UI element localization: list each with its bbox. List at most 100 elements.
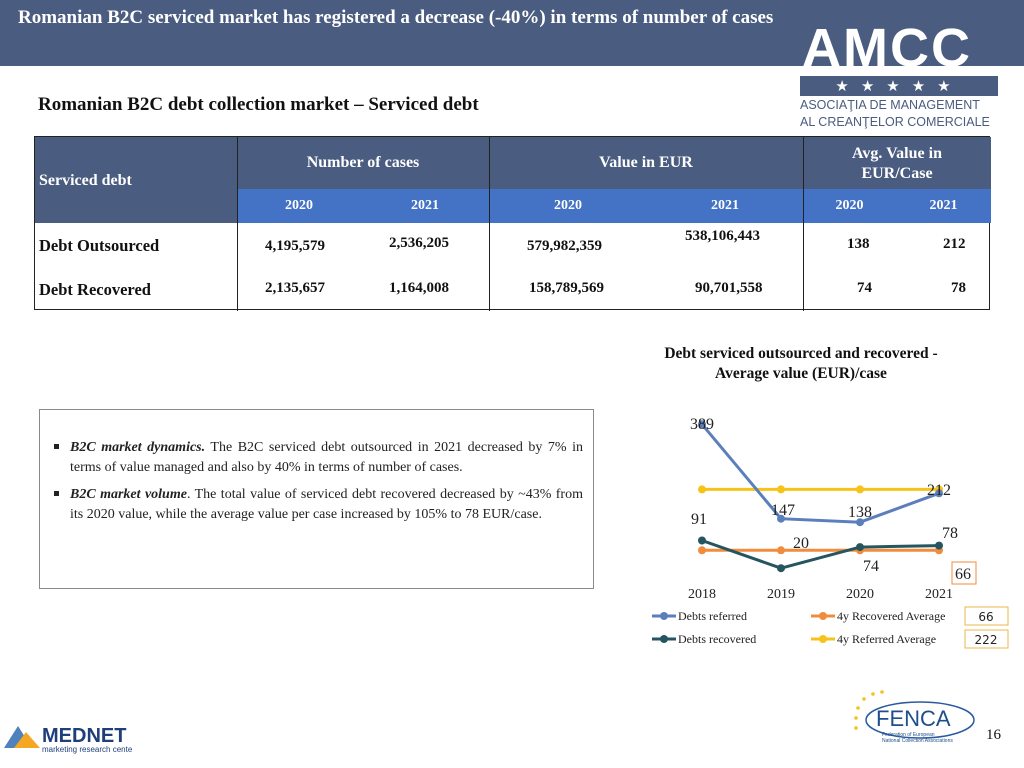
- mednet-sub: marketing research center: [42, 745, 132, 754]
- group-header-avg: Avg. Value in EUR/Case: [803, 137, 991, 189]
- table-cell: 579,982,359: [527, 238, 602, 254]
- legend-marker: [660, 612, 668, 620]
- mednet-logo: MEDNET marketing research center: [4, 725, 132, 754]
- series-line-1: [701, 539, 940, 570]
- year-header: 2021: [361, 189, 489, 223]
- mednet-mark-accent: [14, 732, 40, 748]
- amcc-stars: ★★★★★: [800, 76, 998, 96]
- page-title: Romanian B2C serviced market has registe…: [18, 7, 774, 28]
- legend-value-box: [964, 629, 1009, 649]
- amcc-subtitle-line2: AL CREANŢELOR COMERCIALE: [800, 115, 990, 129]
- legend-value: 222: [975, 633, 998, 647]
- amcc-logo: AMCC ★★★★★ ASOCIAŢIA DE MANAGEMENT AL CR…: [800, 18, 1000, 130]
- year-header: 2020: [237, 189, 361, 223]
- data-label: 147: [771, 502, 795, 519]
- table-divider: [489, 137, 490, 311]
- table-cell: 2,536,205: [389, 235, 449, 251]
- row-label-outsourced: Debt Outsourced: [39, 236, 160, 255]
- legend-entry: Debts recovered: [678, 632, 756, 646]
- legend-value: 66: [978, 610, 993, 624]
- table-cell: 538,106,443: [685, 228, 760, 244]
- fenca-word: FENCA: [876, 706, 951, 731]
- page-number: 16: [986, 727, 1001, 743]
- data-label: 389: [690, 416, 714, 433]
- legend-entry: Debts referred: [678, 609, 747, 623]
- bullet-marker: [54, 444, 59, 449]
- data-point: [935, 541, 943, 550]
- fenca-stars: [854, 690, 884, 730]
- data-label: 212: [927, 482, 951, 499]
- table-cell: 1,164,008: [389, 280, 449, 296]
- fenca-sub2: National Collection Associations: [882, 738, 953, 744]
- table-cell: 4,195,579: [265, 238, 325, 254]
- data-label: 138: [848, 504, 872, 521]
- data-point: [777, 514, 785, 523]
- year-header: 2020: [803, 189, 896, 223]
- x-tick-label: 2021: [925, 587, 953, 602]
- data-point: [856, 543, 864, 552]
- x-tick-label: 2019: [767, 587, 795, 602]
- data-label: 78: [942, 525, 958, 542]
- legend-marker: [819, 612, 827, 620]
- data-label: 91: [691, 511, 707, 528]
- fenca-sub1: Federation of European: [882, 732, 935, 738]
- table-cell: 212: [943, 236, 966, 252]
- bullet-text: The B2C serviced debt outsourced in 2021…: [70, 440, 584, 475]
- series-line-0: [700, 423, 940, 524]
- row-header-label: Serviced debt: [39, 172, 132, 189]
- table-cell: 138: [847, 236, 870, 252]
- group-header-value: Value in EUR: [489, 137, 803, 189]
- row-label-recovered: Debt Recovered: [39, 280, 151, 299]
- bullet-lead: B2C market volume: [70, 487, 187, 502]
- table-cell: 2,135,657: [265, 280, 325, 296]
- table-corner-header: Serviced debt: [35, 137, 237, 223]
- data-point: [777, 546, 785, 555]
- bullet-marker: [54, 491, 59, 496]
- commentary-bullet: B2C market volume. The total value of se…: [54, 485, 583, 524]
- table-cell: 158,789,569: [529, 280, 604, 296]
- legend-marker: [819, 635, 827, 643]
- fenca-logo: FENCA Federation of European National Co…: [854, 690, 975, 744]
- legend-entry: 4y Recovered Average: [837, 609, 945, 623]
- data-label: 74: [863, 558, 879, 575]
- data-point: [935, 489, 943, 498]
- chart-title: Debt serviced outsourced and recovered -…: [664, 345, 938, 382]
- legend-marker: [660, 635, 668, 643]
- bullet-text: . The total value of serviced debt recov…: [70, 487, 583, 522]
- table-divider: [237, 137, 238, 311]
- data-point: [777, 564, 785, 573]
- data-point: [777, 485, 785, 494]
- serviced-debt-table: Serviced debt Number of cases Value in E…: [34, 136, 991, 311]
- table-cell: 74: [857, 280, 872, 296]
- data-point: [698, 536, 706, 545]
- fenca-swoosh: [865, 701, 975, 739]
- average-value-line-chart: 389 147 138 212 91 20 74 78 66 2018 2019 2020 2021 De…: [652, 416, 1009, 649]
- legend-value-box: [964, 606, 1009, 626]
- data-label-box: [951, 561, 977, 585]
- commentary-bullet: B2C market dynamics. The B2C serviced de…: [54, 438, 583, 477]
- bullet-lead: B2C market dynamics.: [70, 440, 206, 455]
- table-cell: 78: [951, 280, 966, 296]
- data-label: 20: [793, 535, 809, 552]
- amcc-subtitle-line1: ASOCIAŢIA DE MANAGEMENT: [800, 98, 980, 112]
- data-point: [856, 518, 864, 527]
- table-cell: 90,701,558: [695, 280, 763, 296]
- data-point: [698, 546, 706, 555]
- year-header: 2021: [647, 189, 803, 223]
- year-header: 2021: [896, 189, 991, 223]
- x-tick-label: 2018: [688, 587, 716, 602]
- table-divider: [803, 137, 804, 311]
- data-point: [698, 420, 706, 429]
- mednet-word: MEDNET: [42, 725, 126, 747]
- group-header-cases: Number of cases: [237, 137, 489, 189]
- year-header: 2020: [489, 189, 647, 223]
- legend-entry: 4y Referred Average: [837, 632, 936, 646]
- header-bar: Romanian B2C serviced market has registe…: [0, 0, 1024, 66]
- x-tick-label: 2020: [846, 587, 874, 602]
- commentary-box: B2C market dynamics. The B2C serviced de…: [39, 409, 594, 589]
- data-point: [856, 485, 864, 494]
- amcc-logo-word: AMCC: [802, 18, 972, 78]
- section-subtitle: Romanian B2C debt collection market – Se…: [38, 94, 479, 115]
- data-point: [698, 485, 706, 494]
- data-label: 66: [955, 566, 971, 583]
